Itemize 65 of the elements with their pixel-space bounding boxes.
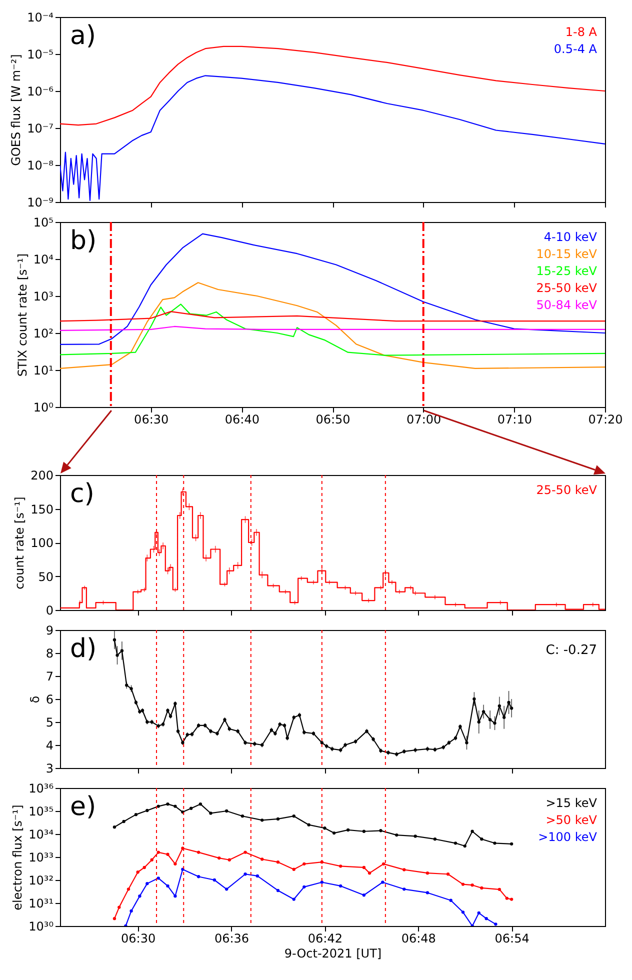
y-tick-label: 50 <box>38 570 54 584</box>
y-tick-label: 7 <box>46 670 54 684</box>
y-tick-label: 10³ <box>33 290 54 304</box>
x-tick-label: 06:50 <box>316 412 350 426</box>
text: 15-25 keV <box>536 264 598 278</box>
y-axis-title: δ <box>28 696 42 704</box>
y-tick-label: 100 <box>30 536 54 550</box>
y-tick-label: 10³¹ <box>28 896 54 910</box>
y-axis-title: GOES flux [W m⁻²] <box>9 54 24 166</box>
y-axis-title: count rate [s⁻¹] <box>12 496 27 590</box>
text: 25-50 keV <box>536 281 598 295</box>
y-tick-label: 10³² <box>28 874 54 888</box>
x-tick-label: 06:30 <box>134 412 169 426</box>
y-tick-label: 10³⁵ <box>28 804 54 818</box>
text: 4-10 keV <box>544 230 598 244</box>
x-tick-label: 06:42 <box>308 932 342 946</box>
y-tick-label: 3 <box>46 762 54 776</box>
y-tick-label: 10⁵ <box>33 216 54 230</box>
chart-title: a) <box>70 21 96 51</box>
y-tick-label: 4 <box>46 738 54 752</box>
y-tick-label: 8 <box>46 646 54 660</box>
text: 1-8 A <box>565 25 598 39</box>
y-axis-title: electron flux [s⁻¹] <box>10 804 25 910</box>
y-tick-label: 10³⁴ <box>28 828 54 842</box>
y-tick-label: 10⁻⁶ <box>27 84 54 98</box>
y-tick-label: 6 <box>46 692 54 706</box>
text: 10-15 keV <box>536 247 598 261</box>
y-tick-label: 10⁴ <box>33 252 54 266</box>
y-tick-label: 10³⁰ <box>28 920 54 934</box>
y-tick-label: 10⁻⁴ <box>27 10 54 24</box>
x-axis-title: 9-Oct-2021 [UT] <box>284 946 382 960</box>
chart-title: d) <box>70 634 97 664</box>
x-tick-label: 06:30 <box>121 932 156 946</box>
chart-title: b) <box>70 226 97 256</box>
x-tick-label: 06:40 <box>224 412 260 426</box>
x-tick-label: 07:10 <box>497 412 532 426</box>
y-tick-label: 10³⁶ <box>28 782 54 796</box>
x-tick-label: 07:00 <box>406 412 442 426</box>
chart-title: c) <box>70 479 94 509</box>
annotation: C: -0.27 <box>546 643 597 658</box>
text: >100 keV <box>538 830 598 844</box>
y-tick-label: 10¹ <box>33 364 54 378</box>
x-tick-label: 06:48 <box>401 932 436 946</box>
y-tick-label: 10⁻⁹ <box>27 196 54 210</box>
y-tick-label: 10⁰ <box>33 400 54 414</box>
chart-title: e) <box>70 792 96 822</box>
text: 25-50 keV <box>536 483 598 497</box>
y-tick-label: 9 <box>46 624 54 638</box>
y-axis-title: STIX count rate [s⁻¹] <box>15 253 30 377</box>
x-tick-label: 07:20 <box>588 412 623 426</box>
y-tick-label: 200 <box>30 468 54 482</box>
x-tick-label: 06:36 <box>214 932 250 946</box>
series-label: 50-84 keV <box>536 298 598 312</box>
y-tick-label: 10² <box>33 326 54 340</box>
y-tick-label: 10⁻⁸ <box>27 158 54 172</box>
text: >15 keV <box>546 796 598 810</box>
y-tick-label: 10⁻⁵ <box>27 48 54 62</box>
text: 0.5-4 A <box>554 42 598 56</box>
y-tick-label: 10⁻⁷ <box>27 122 54 136</box>
y-tick-label: 150 <box>30 502 54 516</box>
y-tick-label: 10³³ <box>28 850 54 864</box>
y-tick-label: 0 <box>46 604 54 618</box>
y-tick-label: 5 <box>46 716 54 730</box>
text: >50 keV <box>546 813 598 827</box>
x-tick-label: 06:54 <box>494 932 530 946</box>
